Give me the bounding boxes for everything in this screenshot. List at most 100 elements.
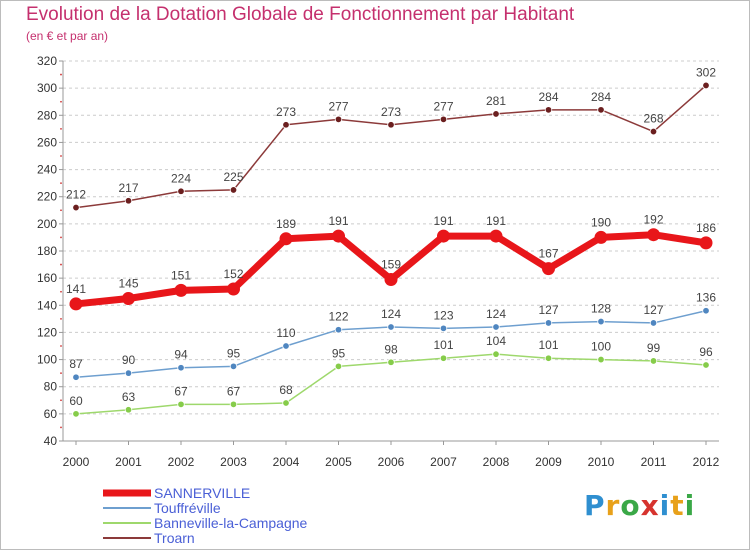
data-point xyxy=(279,232,293,246)
data-label: 101 xyxy=(538,338,558,352)
data-label: 98 xyxy=(384,342,398,356)
x-tick-label: 2001 xyxy=(115,455,142,469)
x-tick-label: 2004 xyxy=(273,455,300,469)
x-tick-label: 2011 xyxy=(641,455,667,469)
data-label: 191 xyxy=(328,214,348,228)
data-point xyxy=(387,121,395,129)
legend-item: Touffréville xyxy=(103,500,221,516)
data-point xyxy=(177,400,185,409)
data-label: 159 xyxy=(381,258,401,272)
y-tick-label: 60 xyxy=(44,407,58,421)
data-point xyxy=(544,106,553,114)
x-tick-label: 2005 xyxy=(325,455,352,469)
y-minor-tick xyxy=(60,317,62,320)
data-label: 94 xyxy=(174,348,188,362)
data-point xyxy=(649,127,658,136)
data-label: 190 xyxy=(591,215,611,229)
series-touffr-ville xyxy=(72,307,710,381)
data-label: 277 xyxy=(328,99,348,113)
data-point xyxy=(282,399,290,407)
data-label: 90 xyxy=(122,353,136,367)
data-label: 189 xyxy=(276,217,296,231)
data-label: 60 xyxy=(69,394,83,408)
data-label: 124 xyxy=(486,307,506,321)
y-tick-label: 120 xyxy=(37,325,57,339)
data-label: 104 xyxy=(486,334,506,348)
data-point xyxy=(332,229,345,243)
y-minor-tick xyxy=(60,372,62,375)
logo-letter: o xyxy=(620,489,641,522)
data-label: 127 xyxy=(538,303,558,317)
data-point xyxy=(124,197,133,205)
data-label: 224 xyxy=(171,171,191,185)
data-point xyxy=(72,203,80,212)
x-tick-label: 2007 xyxy=(430,455,457,469)
y-minor-tick xyxy=(60,290,62,293)
data-label: 96 xyxy=(699,345,713,359)
series-banneville-la-campagne xyxy=(72,350,710,418)
data-point xyxy=(384,273,398,286)
data-point xyxy=(229,362,238,371)
data-label: 136 xyxy=(696,291,716,305)
data-label: 145 xyxy=(118,277,138,291)
data-label: 124 xyxy=(381,307,401,321)
legend-label: Troarn xyxy=(154,530,195,546)
x-tick-label: 2006 xyxy=(378,455,405,469)
data-label: 87 xyxy=(69,357,83,371)
data-label: 67 xyxy=(227,384,241,398)
data-label: 123 xyxy=(433,308,453,322)
data-label: 186 xyxy=(696,221,716,235)
y-minor-tick xyxy=(60,182,62,185)
data-point xyxy=(489,229,503,243)
data-point xyxy=(439,354,448,362)
data-point xyxy=(597,317,605,326)
data-point xyxy=(542,262,555,276)
data-label: 268 xyxy=(643,112,663,126)
axes: 40 60 80 100 120 140 160 180 200 220 240 260 280 300 3… xyxy=(37,54,720,469)
legend-item: SANNERVILLE xyxy=(103,485,250,501)
data-label: 302 xyxy=(696,65,716,79)
y-tick-label: 280 xyxy=(37,108,57,122)
data-point xyxy=(594,230,608,244)
legend-item: Banneville-la-Campagne xyxy=(103,515,308,531)
y-tick-label: 160 xyxy=(37,271,57,285)
y-minor-tick xyxy=(60,209,62,212)
data-point xyxy=(334,115,343,124)
y-tick-label: 240 xyxy=(37,163,57,177)
logo-letter: P xyxy=(584,489,606,522)
y-tick-label: 260 xyxy=(37,135,57,149)
data-point xyxy=(282,342,290,350)
data-point xyxy=(647,228,660,242)
x-tick-label: 2009 xyxy=(535,455,562,469)
grid xyxy=(63,60,719,442)
data-label: 191 xyxy=(486,214,506,228)
y-minor-tick xyxy=(60,263,62,266)
data-label: 167 xyxy=(538,247,558,261)
data-label: 284 xyxy=(591,90,611,104)
proxiti-logo: Proxiti xyxy=(584,489,695,522)
x-tick-label: 2010 xyxy=(588,455,615,469)
y-tick-label: 200 xyxy=(37,217,57,231)
data-point xyxy=(544,319,553,327)
logo-letter: t xyxy=(670,489,685,522)
data-point xyxy=(492,350,500,358)
data-point xyxy=(387,358,395,366)
data-point xyxy=(437,229,450,243)
data-point xyxy=(229,400,238,409)
chart-title: Evolution de la Dotation Globale de Fonc… xyxy=(26,4,575,25)
series xyxy=(69,81,713,418)
data-point xyxy=(72,373,80,381)
data-point xyxy=(387,323,395,331)
data-point xyxy=(174,283,188,297)
data-label: 277 xyxy=(433,99,453,113)
y-minor-tick xyxy=(60,100,62,103)
y-tick-label: 80 xyxy=(44,380,58,394)
y-tick-label: 180 xyxy=(37,244,57,258)
series-troarn xyxy=(72,81,710,212)
data-point xyxy=(699,236,713,250)
data-point xyxy=(124,369,133,377)
data-label: 67 xyxy=(174,384,188,398)
data-label: 99 xyxy=(647,341,661,355)
data-point xyxy=(702,361,710,369)
